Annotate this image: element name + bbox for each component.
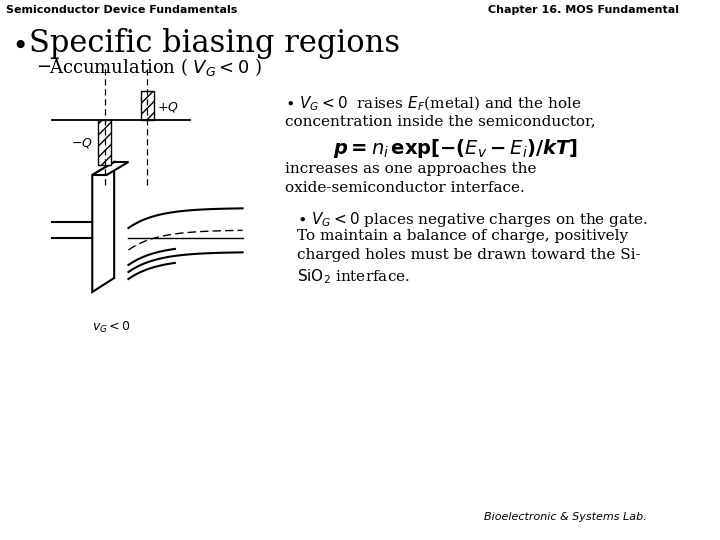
Text: $-$: $-$: [36, 56, 51, 74]
Bar: [141, 91, 154, 120]
Text: $-Q$: $-Q$: [71, 136, 93, 150]
Text: increases as one approaches the: increases as one approaches the: [285, 162, 537, 176]
Bar: [98, 120, 112, 165]
Text: $+Q$: $+Q$: [157, 99, 179, 113]
Text: To maintain a balance of charge, positively: To maintain a balance of charge, positiv…: [297, 229, 628, 243]
Text: $\mathrm{SiO_2}$ interface.: $\mathrm{SiO_2}$ interface.: [297, 267, 410, 286]
Text: Bioelectronic & Systems Lab.: Bioelectronic & Systems Lab.: [484, 512, 647, 522]
Text: $v_G < 0$: $v_G < 0$: [92, 320, 131, 335]
Text: Specific biasing regions: Specific biasing regions: [29, 28, 400, 59]
Text: $\bullet$: $\bullet$: [12, 30, 26, 58]
Polygon shape: [92, 162, 114, 292]
Text: Chapter 16. MOS Fundamental: Chapter 16. MOS Fundamental: [488, 5, 679, 15]
Text: $\bullet$ $V_G < 0$ places negative charges on the gate.: $\bullet$ $V_G < 0$ places negative char…: [297, 210, 648, 229]
Text: concentration inside the semiconductor,: concentration inside the semiconductor,: [285, 114, 596, 128]
Text: Accumulation ( $V_G < 0$ ): Accumulation ( $V_G < 0$ ): [50, 56, 263, 78]
Text: Semiconductor Device Fundamentals: Semiconductor Device Fundamentals: [6, 5, 237, 15]
Text: oxide-semiconductor interface.: oxide-semiconductor interface.: [285, 181, 525, 195]
Polygon shape: [92, 162, 128, 175]
Text: $\bullet$ $V_G < 0$  raises $E_F$(metal) and the hole: $\bullet$ $V_G < 0$ raises $E_F$(metal) …: [285, 95, 582, 113]
Text: $\boldsymbol{p = n_i\,\mathbf{exp}[-(E_v - E_i)/kT]}$: $\boldsymbol{p = n_i\,\mathbf{exp}[-(E_v…: [333, 137, 578, 160]
Text: charged holes must be drawn toward the Si-: charged holes must be drawn toward the S…: [297, 248, 640, 262]
